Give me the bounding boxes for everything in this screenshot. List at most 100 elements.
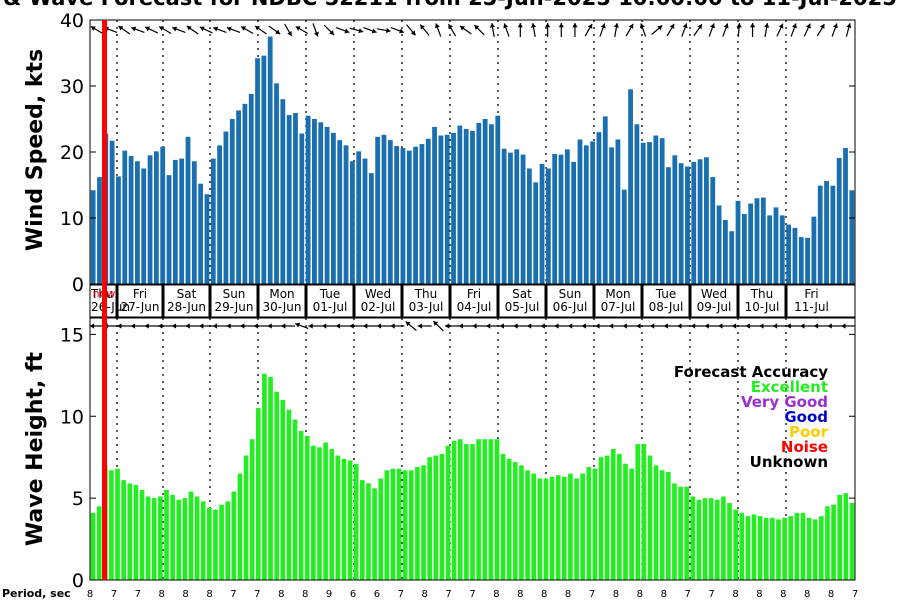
direction-arrow <box>172 26 186 33</box>
bar <box>229 119 235 284</box>
direction-arrow <box>284 23 293 37</box>
bar <box>696 499 702 580</box>
bar <box>825 506 830 580</box>
direction-arrow <box>349 27 364 34</box>
day-of-week-label: Wed <box>365 287 391 301</box>
direction-arrow <box>613 23 619 37</box>
direction-arrow <box>376 323 391 329</box>
period-value: 6 <box>374 589 380 600</box>
day-date-label: 28-Jun <box>167 300 206 314</box>
bar <box>590 141 596 284</box>
wave-direction-arrows <box>89 320 856 332</box>
bar <box>641 444 647 580</box>
bar <box>735 200 741 284</box>
bar <box>200 501 206 580</box>
bar <box>659 470 665 580</box>
direction-arrow <box>499 323 514 329</box>
bar <box>400 148 406 284</box>
bar <box>236 110 241 284</box>
direction-arrow <box>772 323 787 329</box>
period-value: 7 <box>254 589 260 600</box>
bar <box>312 119 317 284</box>
y-tick-label: 30 <box>60 76 84 98</box>
direction-arrow <box>432 320 444 332</box>
day-date-label: 26-Jun <box>91 300 130 314</box>
bar <box>708 498 714 581</box>
bar <box>219 504 224 580</box>
now-marker: now <box>93 20 115 580</box>
direction-arrow <box>322 323 337 329</box>
bar <box>145 496 151 580</box>
bar <box>782 517 787 580</box>
day-of-week-label: Fri <box>133 287 147 301</box>
bar <box>583 145 589 284</box>
bar <box>634 124 640 284</box>
bar <box>739 512 745 580</box>
bar <box>592 468 598 580</box>
bar <box>488 439 494 580</box>
direction-arrow <box>144 26 159 34</box>
bar <box>647 455 653 580</box>
wind-bars <box>90 36 855 285</box>
direction-arrow <box>117 323 132 329</box>
bar <box>690 496 696 580</box>
bar <box>716 205 722 284</box>
direction-arrow <box>718 323 733 329</box>
bar <box>684 486 690 580</box>
direction-arrow <box>745 323 760 329</box>
wave-y-axis: 0 5 10 15 <box>60 324 855 592</box>
day-date-label: 03-Jul <box>409 300 444 314</box>
period-value: 8 <box>182 589 188 600</box>
bar <box>305 115 311 284</box>
wave-panel: 0 5 10 15 Wave Height, ft Forecast Accuracy… <box>2 317 858 600</box>
direction-arrow <box>240 25 254 35</box>
bar <box>568 473 573 580</box>
direction-arrow <box>447 23 457 37</box>
legend-title: Forecast Accuracy <box>674 363 828 381</box>
wave-bars <box>90 373 855 581</box>
bar <box>812 519 818 580</box>
direction-arrow <box>390 323 405 329</box>
period-value: 8 <box>422 589 428 600</box>
bar <box>653 135 659 284</box>
bar <box>628 89 633 284</box>
direction-arrow <box>445 323 460 329</box>
bar <box>539 163 545 284</box>
bar <box>207 507 212 580</box>
direction-arrow <box>131 26 145 33</box>
bar <box>172 159 178 284</box>
bar <box>519 465 524 581</box>
direction-arrow <box>666 23 675 37</box>
accuracy-legend: Forecast Accuracy Excellent Very Good Go… <box>674 363 829 471</box>
direction-arrow <box>473 24 485 36</box>
bar <box>704 157 709 284</box>
direction-arrow <box>144 323 159 329</box>
direction-arrow <box>567 323 582 329</box>
direction-arrow <box>267 323 282 329</box>
wind-direction-arrows <box>90 22 852 38</box>
period-value: 8 <box>661 589 667 600</box>
bar <box>763 517 769 580</box>
direction-arrow <box>254 25 267 35</box>
direction-arrow <box>489 23 496 37</box>
y-tick-label: 0 <box>72 570 84 592</box>
bar <box>647 142 652 284</box>
day-of-week-label: Thu <box>414 287 438 301</box>
bar <box>798 237 804 284</box>
bar <box>406 150 412 284</box>
bar <box>788 516 794 580</box>
bar <box>237 473 243 580</box>
direction-arrow <box>736 22 742 38</box>
bar <box>672 155 678 284</box>
bar <box>324 126 330 284</box>
day-of-week-label: Fri <box>467 287 481 301</box>
bar <box>128 155 134 284</box>
bar <box>549 476 555 580</box>
bar <box>849 190 855 284</box>
direction-arrow <box>513 323 528 329</box>
period-value: 8 <box>637 589 643 600</box>
period-value: 8 <box>278 589 284 600</box>
bar <box>741 214 747 284</box>
direction-arrow <box>690 323 705 329</box>
bar <box>444 134 450 284</box>
